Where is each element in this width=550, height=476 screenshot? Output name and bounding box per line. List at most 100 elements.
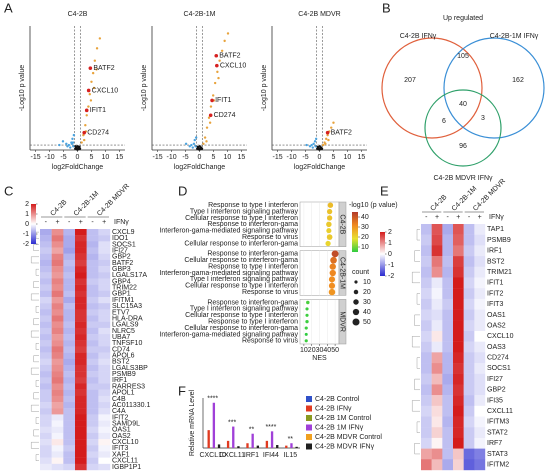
term-label: Response to interferon-gama [207,299,298,306]
heatmap-cell [98,426,111,434]
heatmap-cell [98,235,111,242]
color-tick-label: 1 [388,240,392,247]
heatmap-cell [442,395,454,407]
x-tick-label: CXCL10 [199,452,226,459]
row-label: BATF2 [112,260,133,267]
gene-point [313,140,317,143]
heatmap-cell [40,439,52,446]
heatmap-cell [51,463,64,471]
heatmap-cell [63,253,76,261]
gene-point [95,68,98,71]
heatmap-cell [431,363,443,374]
row-label: LGALS17A [112,272,147,279]
heatmap-cell [40,253,52,261]
heatmap-cell [51,229,64,236]
gene-point [208,121,212,124]
heatmap-cell [431,341,443,353]
y-axis-label: -Log10 p value [141,65,148,111]
heatmap-cell [98,340,111,347]
gene-point [65,142,68,145]
gene-point [209,105,213,108]
heatmap-cell [75,241,87,248]
heatmap-cell [51,389,64,397]
heatmap-cell [75,284,87,291]
term-dot [328,276,336,283]
row-label: UBA7 [112,334,130,341]
heatmap-cell [98,432,111,440]
heatmap-cell [98,408,111,415]
bar [212,402,216,448]
heatmap-cell [86,439,99,446]
gene-point [84,124,87,127]
heatmap-cell [98,414,111,421]
gene-point [305,143,308,147]
heatmap-cell [75,303,87,310]
heatmap-cell [431,309,443,321]
gene-label: BATF2 [93,65,114,72]
heatmap-cell [40,334,52,341]
size-key [353,289,359,295]
row-label: CXCL10 [487,333,514,340]
row-label: IFI27 [487,376,503,383]
x-tick-label: IL15 [283,452,297,459]
heatmap-cell [40,340,52,347]
heatmap-cell [51,284,64,291]
heatmap-cell [63,377,76,384]
heatmap-cell [453,266,464,278]
heatmap-cell [86,432,99,440]
gene-point [314,137,318,141]
row-label: PSMB9 [112,371,136,378]
significance: ** [249,427,255,434]
heatmap-cell [98,334,111,341]
dendrogram [33,244,39,251]
row-label: BST2 [487,258,505,265]
bar [290,443,293,448]
bar [265,440,269,448]
x-tick-label: 20 [308,347,316,354]
heatmap-cell [431,384,443,396]
dendrogram [414,378,420,390]
term-label: Type I interferon signaling pathway [190,208,299,215]
row-label: TAP1 [487,226,504,233]
color-tick-label: 2 [388,229,392,236]
heatmap-cell [474,234,486,246]
heatmap-cell [51,259,64,267]
plot-title: C4-2B MDVR [298,11,340,18]
heatmap-cell [421,405,432,417]
dendrogram [416,357,420,369]
legend-label: C4-2B MDVR Control [315,434,382,441]
row-label: SLC15A3 [112,303,142,310]
dendrogram [33,392,39,400]
heatmap-cell [75,315,87,322]
significance: **** [265,424,276,431]
x-tick-label: 10 [300,347,308,354]
gene-point [327,138,330,142]
dendrogram [31,367,39,375]
heatmap-cell [51,364,64,372]
row-label: IFITM1 [112,297,134,304]
legend-label: C4-2B 1M Control [315,415,371,422]
gene-point [72,145,75,148]
term-dot [330,256,337,264]
heatmap-cell [40,383,52,390]
heatmap-cell [86,259,99,267]
row-label: IFIT3 [112,445,128,452]
heatmap-cell [453,395,464,407]
heatmap-cell [75,383,87,390]
heatmap-cell [40,352,52,359]
row-label: CD74 [112,346,130,353]
dendrogram [416,421,420,433]
bar [226,440,230,448]
heatmap-cell [453,245,464,257]
heatmap-cell [51,439,64,446]
row-label: PSMB9 [487,237,511,244]
color-scale [352,212,358,252]
heatmap-cell [40,247,52,254]
heatmap-cell [463,234,475,246]
gene-point [203,136,207,139]
heatmap-cell [75,439,87,446]
term-label: Type I interferon signaling pathway [190,306,299,313]
heatmap-cell [63,414,76,421]
x-tick-label: 0 [198,154,202,161]
facet-label: MDVR [339,311,346,332]
